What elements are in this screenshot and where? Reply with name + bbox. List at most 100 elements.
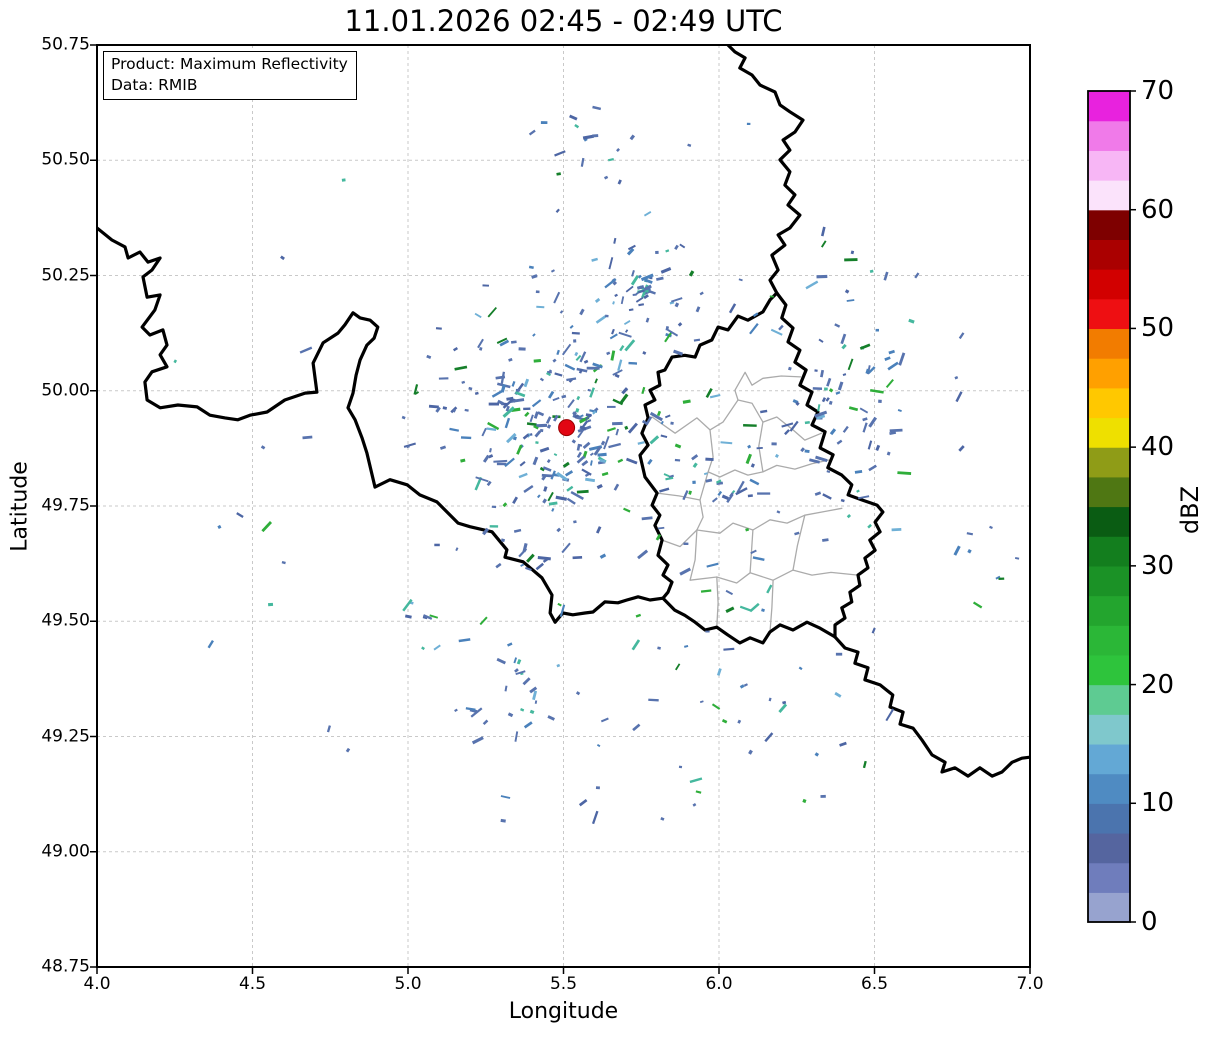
- echo-speck: [839, 741, 847, 747]
- echo-speck: [512, 496, 519, 504]
- echo-speck: [749, 602, 760, 613]
- echo-speck: [585, 477, 596, 483]
- echo-speck: [555, 208, 560, 213]
- echo-speck: [529, 686, 538, 694]
- echo-speck: [422, 614, 433, 620]
- echo-speck: [537, 494, 541, 499]
- echo-speck: [542, 498, 547, 504]
- colorbar-tick-label: 50: [1141, 313, 1175, 344]
- echo-speck: [693, 338, 701, 342]
- echo-speck: [674, 443, 682, 449]
- echo-speck: [703, 472, 708, 476]
- echo-speck: [540, 121, 548, 125]
- colorbar-band: [1088, 684, 1130, 715]
- echo-speck: [406, 445, 410, 449]
- echo-speck: [820, 369, 825, 378]
- echo-speck: [552, 358, 557, 363]
- echo-speck: [620, 296, 625, 305]
- echo-speck: [760, 409, 768, 414]
- echo-speck: [750, 549, 757, 555]
- echo-speck: [668, 474, 675, 479]
- echo-speck: [536, 423, 548, 428]
- echo-speck: [989, 525, 993, 530]
- echo-speck: [859, 407, 869, 414]
- echo-speck: [624, 425, 629, 430]
- echo-speck: [537, 411, 545, 417]
- echo-speck: [998, 577, 1005, 581]
- colorbar-band: [1088, 625, 1130, 656]
- echo-speck: [674, 302, 680, 308]
- echo-speck: [700, 589, 712, 593]
- echo-speck: [590, 460, 593, 466]
- echo-speck: [682, 490, 689, 501]
- echo-speck: [591, 257, 599, 262]
- echo-speck: [709, 393, 721, 399]
- echo-speck: [496, 657, 506, 665]
- echo-speck: [616, 148, 621, 152]
- echo-speck: [647, 458, 653, 465]
- axis-ticks: [90, 44, 1031, 974]
- echo-speck: [878, 399, 882, 404]
- echo-speck: [723, 647, 735, 651]
- product-annotation-line1: Product: Maximum Reflectivity: [111, 55, 348, 73]
- x-tick-label: 5.5: [549, 974, 578, 994]
- echo-speck: [582, 441, 591, 449]
- echo-speck: [556, 471, 569, 482]
- echo-speck: [761, 608, 765, 613]
- echo-speck: [454, 365, 468, 371]
- echo-speck: [869, 388, 884, 394]
- echo-speck: [822, 538, 829, 542]
- echo-speck: [757, 492, 771, 495]
- echo-speck: [556, 663, 561, 668]
- echo-speck: [514, 391, 526, 398]
- echo-speck: [452, 408, 457, 413]
- echo-speck: [523, 484, 534, 493]
- radar-site-dot: [558, 419, 576, 437]
- echo-speck: [749, 322, 759, 335]
- echo-speck: [716, 479, 722, 484]
- colorbar-band: [1088, 743, 1130, 775]
- district-border: [758, 421, 764, 473]
- echo-speck: [840, 333, 847, 345]
- echo-speck: [268, 602, 274, 607]
- echo-speck: [769, 295, 774, 298]
- echo-speck: [805, 280, 819, 290]
- echo-speck: [546, 459, 551, 464]
- echo-speck: [688, 270, 695, 277]
- echo-speck: [439, 445, 447, 450]
- echo-speck: [612, 369, 623, 376]
- echo-speck: [522, 542, 528, 553]
- echo-speck: [626, 247, 635, 256]
- echo-speck: [632, 293, 637, 296]
- echo-speck: [585, 414, 593, 421]
- echo-speck: [533, 358, 542, 363]
- echo-speck: [401, 415, 406, 420]
- echo-speck: [575, 408, 580, 413]
- echo-speck: [486, 480, 492, 487]
- colorbar-tick-label: 0: [1141, 907, 1158, 937]
- echo-speck: [657, 526, 665, 530]
- district-border: [734, 371, 802, 401]
- echo-speck: [552, 396, 560, 402]
- echo-speck: [699, 700, 704, 704]
- echo-speck: [435, 406, 441, 413]
- colorbar-band: [1088, 654, 1130, 686]
- echo-speck: [612, 280, 618, 286]
- echo-speck: [604, 314, 609, 318]
- echo-speck: [520, 563, 525, 567]
- echo-speck: [508, 357, 513, 362]
- echo-speck: [725, 606, 735, 613]
- colorbar-band: [1088, 803, 1130, 834]
- echo-speck: [575, 354, 582, 361]
- echo-speck: [857, 495, 870, 500]
- echo-speck: [496, 337, 508, 344]
- y-tick-label: 48.75: [41, 956, 90, 977]
- echo-speck: [657, 646, 661, 650]
- echo-speck: [749, 478, 760, 486]
- echo-speck: [679, 243, 686, 249]
- echo-speck: [471, 736, 484, 745]
- echo-speck: [766, 584, 773, 594]
- echo-speck: [814, 752, 820, 757]
- echo-speck: [576, 451, 582, 459]
- echo-speck: [871, 627, 876, 634]
